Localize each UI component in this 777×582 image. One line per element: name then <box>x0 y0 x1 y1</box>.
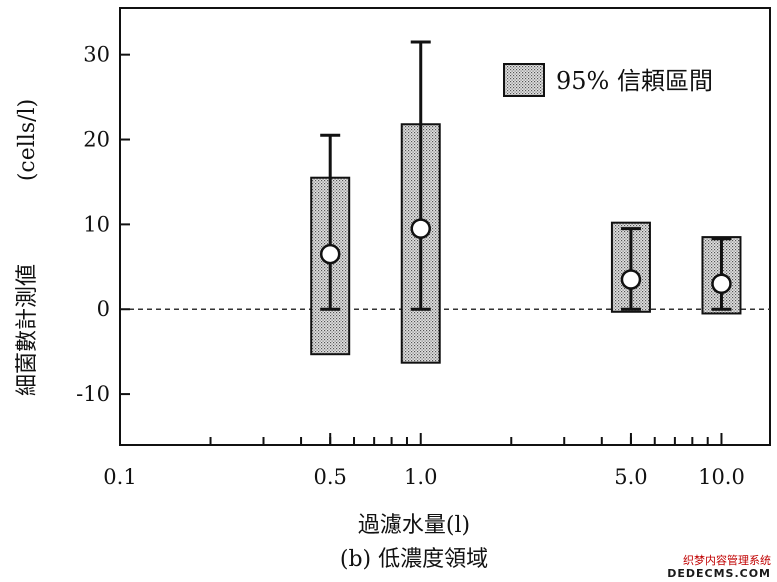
mean-marker <box>410 218 431 239</box>
legend-swatch <box>503 63 545 97</box>
mean-marker <box>319 243 341 265</box>
y-tick-label: 30 <box>83 43 110 67</box>
x-tick-label: 0.5 <box>314 465 347 489</box>
y-axis-title: 細菌數計測値 <box>15 264 40 396</box>
plot-frame <box>119 7 771 446</box>
y-tick-label: -10 <box>76 382 110 406</box>
watermark-text: 织梦内容管理系统 <box>683 554 771 567</box>
y-tick-label: 0 <box>97 297 110 321</box>
x-tick-label: 0.1 <box>103 465 136 489</box>
legend-label: 95% 信頼區間 <box>556 67 713 95</box>
mean-marker <box>711 273 732 295</box>
mean-marker <box>620 269 642 290</box>
x-tick-label: 1.0 <box>404 465 437 489</box>
watermark-url: DEDECMS.COM <box>667 567 771 580</box>
x-axis-title: 過濾水量(l) <box>358 513 470 538</box>
x-tick-label: 10.0 <box>698 465 745 489</box>
y-tick-label: 20 <box>83 128 110 152</box>
y-axis-unit: (cells/l) <box>15 99 40 181</box>
x-tick-label: 5.0 <box>614 465 647 489</box>
watermark: 织梦内容管理系统 DEDECMS.COM <box>667 554 771 580</box>
figure-caption: (b) 低濃度領域 <box>340 547 488 572</box>
y-tick-label: 10 <box>83 212 110 236</box>
